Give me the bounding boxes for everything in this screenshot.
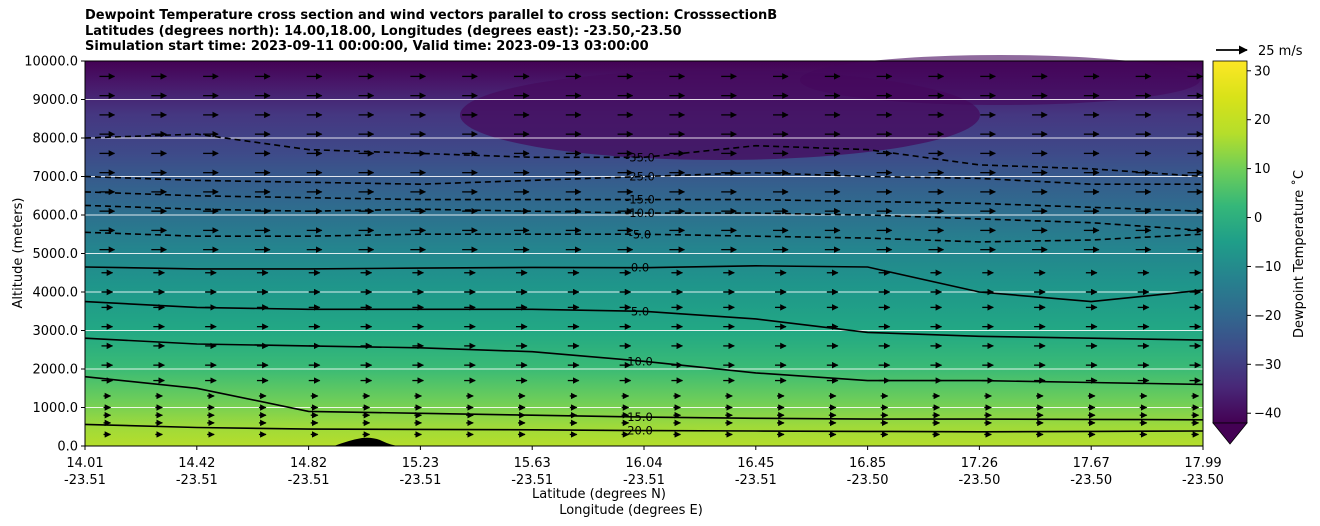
colorbar-tick-label: −20 <box>1254 309 1281 324</box>
x-tick-label-lon: -23.51 <box>288 473 330 488</box>
y-tick-label: 7000.0 <box>33 170 79 185</box>
y-axis: 0.0 1000.0 2000.0 3000.0 4000.0 5000.0 6000.0 7… <box>24 55 85 455</box>
contour-line <box>84 300 1204 341</box>
x-tick-label-lon: -23.51 <box>399 473 441 488</box>
y-tick-label: 8000.0 <box>33 132 79 147</box>
x-tick-label-lat: 17.26 <box>961 456 998 471</box>
colorbar-tick-label: 30 <box>1254 64 1271 79</box>
contour-line <box>84 191 1204 212</box>
contour-label: -15.0 <box>625 193 655 207</box>
horizontal-gridlines <box>85 99 1203 408</box>
x-tick-label-lon: -23.50 <box>1182 473 1224 488</box>
contour-line <box>84 171 1203 186</box>
x-axis: 14.01 -23.51 14.42 -23.51 14.82 -23.51 15.23 -2… <box>64 446 1224 488</box>
x-axis-label-lon: Longitude (degrees E) <box>559 503 703 518</box>
title-line-1: Dewpoint Temperature cross section and w… <box>85 8 778 23</box>
colorbar <box>1212 60 1248 424</box>
x-tick-label-lon: -23.50 <box>1070 473 1112 488</box>
y-tick-label: 5000.0 <box>33 247 79 262</box>
contour-line <box>84 375 1204 421</box>
contour-label: 10.0 <box>627 354 653 368</box>
y-tick-label: 3000.0 <box>33 324 79 339</box>
chart-title: Dewpoint Temperature cross section and w… <box>85 8 777 55</box>
colorbar-tick-label: 20 <box>1254 113 1271 128</box>
x-tick-label-lat: 14.82 <box>290 456 327 471</box>
contour-label: -10.0 <box>625 206 655 220</box>
title-line-3: Simulation start time: 2023-09-11 00:00:… <box>85 39 649 54</box>
x-tick-label-lon: -23.51 <box>623 473 665 488</box>
y-tick-label: 2000.0 <box>33 363 79 378</box>
x-axis-label-lat: Latitude (degrees N) <box>532 487 666 502</box>
y-tick-label: 6000.0 <box>33 209 79 224</box>
y-tick-label: 10000.0 <box>24 55 78 70</box>
colorbar-tick-label: 10 <box>1254 162 1271 177</box>
x-tick-label-lon: -23.50 <box>958 473 1000 488</box>
contour-label: 5.0 <box>631 304 649 318</box>
x-tick-label-lat: 15.63 <box>514 456 551 471</box>
y-tick-label: 1000.0 <box>33 401 79 416</box>
x-tick-label-lon: -23.50 <box>847 473 889 488</box>
contour-label: 15.0 <box>627 410 653 424</box>
colorbar-tick-label: −40 <box>1254 407 1281 422</box>
contour-label: -25.0 <box>625 170 655 184</box>
colorbar-extend-triangle <box>1212 422 1248 445</box>
x-tick-label-lat: 17.67 <box>1073 456 1110 471</box>
contour-label: 20.0 <box>627 424 653 438</box>
y-tick-label: 4000.0 <box>33 286 79 301</box>
colorbar-ticks: 30 20 10 0 −10 −20 −30 −40 <box>1247 64 1281 422</box>
colorbar-tick-label: −30 <box>1254 358 1281 373</box>
contour-line <box>84 337 1204 386</box>
y-axis-label: Altitude (meters) <box>11 198 26 309</box>
contour-line <box>84 133 1204 178</box>
title-line-2: Latitudes (degrees north): 14.00,18.00, … <box>85 23 682 39</box>
contour-line <box>84 423 1204 433</box>
quiver-key-label: 25 m/s <box>1258 44 1303 59</box>
terrain <box>334 437 400 446</box>
x-tick-label-lon: -23.51 <box>176 473 218 488</box>
contour-label: -35.0 <box>625 150 655 164</box>
contour-label: 0.0 <box>631 261 649 275</box>
contour-label: -5.0 <box>629 227 651 241</box>
x-tick-label-lat: 16.04 <box>625 456 662 471</box>
contour-line <box>84 204 1204 232</box>
x-tick-label-lat: 15.23 <box>402 456 439 471</box>
colorbar-tick-label: −10 <box>1254 260 1281 275</box>
wind-vectors <box>99 73 1204 438</box>
colorbar-tick-label: 0 <box>1254 211 1262 226</box>
x-tick-label-lat: 16.85 <box>849 456 886 471</box>
x-tick-label-lat: 17.99 <box>1184 456 1221 471</box>
contour-line <box>84 231 1204 243</box>
x-tick-label-lat: 14.01 <box>66 456 103 471</box>
colorbar-label: Dewpoint Temperature ˚C <box>1291 170 1307 338</box>
y-tick-label: 0.0 <box>57 440 78 455</box>
x-tick-label-lat: 14.42 <box>178 456 215 471</box>
dry-air-patch-2 <box>800 55 1200 105</box>
y-tick-label: 9000.0 <box>33 93 79 108</box>
x-tick-label-lon: -23.51 <box>64 473 106 488</box>
x-tick-label-lon: -23.51 <box>735 473 777 488</box>
x-tick-label-lat: 16.45 <box>737 456 774 471</box>
contour-line <box>84 264 1204 303</box>
x-tick-label-lon: -23.51 <box>511 473 553 488</box>
